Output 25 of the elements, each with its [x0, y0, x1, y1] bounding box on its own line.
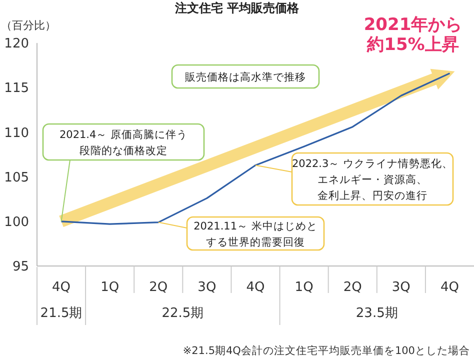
annotation: 2021年から約15%上昇: [364, 15, 462, 55]
x-tick-label: 3Q: [198, 280, 216, 296]
y-tick-label: 110: [4, 126, 29, 141]
x-tick-label: 2Q: [343, 280, 362, 296]
y-axis-title: （百分比）: [1, 19, 56, 32]
x-tick-label: 1Q: [294, 280, 314, 296]
text: 22.5期: [162, 306, 204, 321]
annotation: 販売価格は高水準で推移: [185, 70, 306, 84]
x-tick-label: 2Q: [149, 280, 168, 296]
y-tick-label: 95: [12, 260, 29, 275]
annotation: 2021.4～ 原価高騰に伴う段階的な価格改定: [59, 128, 188, 157]
text: 23.5期: [356, 306, 398, 321]
x-tick-label: 4Q: [52, 280, 71, 296]
chart-title: 注文住宅 平均販売価格: [174, 1, 300, 15]
x-tick-label: 4Q: [246, 280, 265, 296]
y-tick-label: 120: [4, 36, 29, 52]
y-tick-label: 105: [4, 170, 29, 186]
x-tick-label: 4Q: [440, 280, 459, 296]
y-tick-label: 100: [4, 215, 29, 230]
x-tick-label: 3Q: [392, 280, 410, 296]
x-tick-label: 1Q: [100, 280, 120, 296]
text: ※21.5期4Q会計の注文住宅平均販売単価を100とした場合: [182, 344, 470, 357]
annotation: 2021.11～ 米中はじめとする世界的需要回復: [194, 220, 318, 248]
y-tick-label: 115: [4, 81, 29, 96]
text: 21.5期: [40, 306, 82, 321]
